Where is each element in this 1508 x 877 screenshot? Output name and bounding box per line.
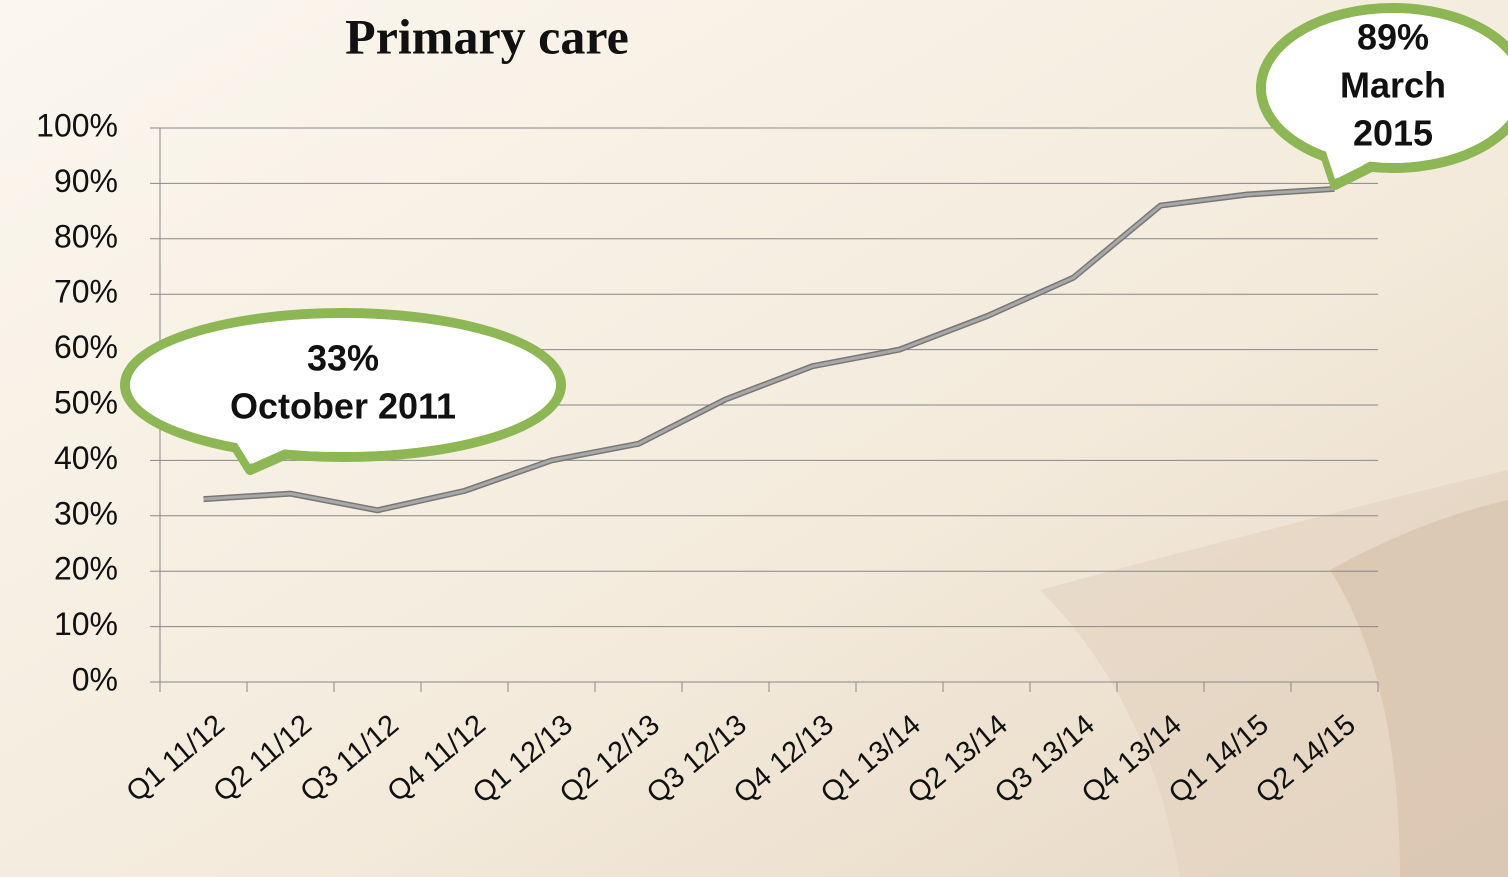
y-tick-label: 40% [54,440,118,476]
callout-text: 2015 [1353,113,1433,154]
callout-text: October 2011 [230,386,456,427]
callout-text: March [1340,65,1446,106]
y-tick-label: 100% [36,107,118,143]
chart-title: Primary care [345,8,629,64]
decoration [1330,500,1508,877]
line [203,187,1335,512]
y-tick-label: 20% [54,551,118,587]
callout-tail [225,424,300,464]
y-tick-label: 10% [54,606,118,642]
y-tick-label: 90% [54,163,118,199]
callout [1266,13,1508,163]
callout-tail [1320,134,1375,179]
y-tick-label: 70% [54,274,118,310]
y-tick-label: 30% [54,495,118,531]
y-tick-label: 60% [54,329,118,365]
y-tick-label: 80% [54,218,118,254]
callout-text: 33% [307,338,379,379]
y-tick-label: 0% [72,661,118,697]
y-tick-label: 50% [54,384,118,420]
callout-text: 89% [1357,17,1429,58]
callout [130,318,556,452]
